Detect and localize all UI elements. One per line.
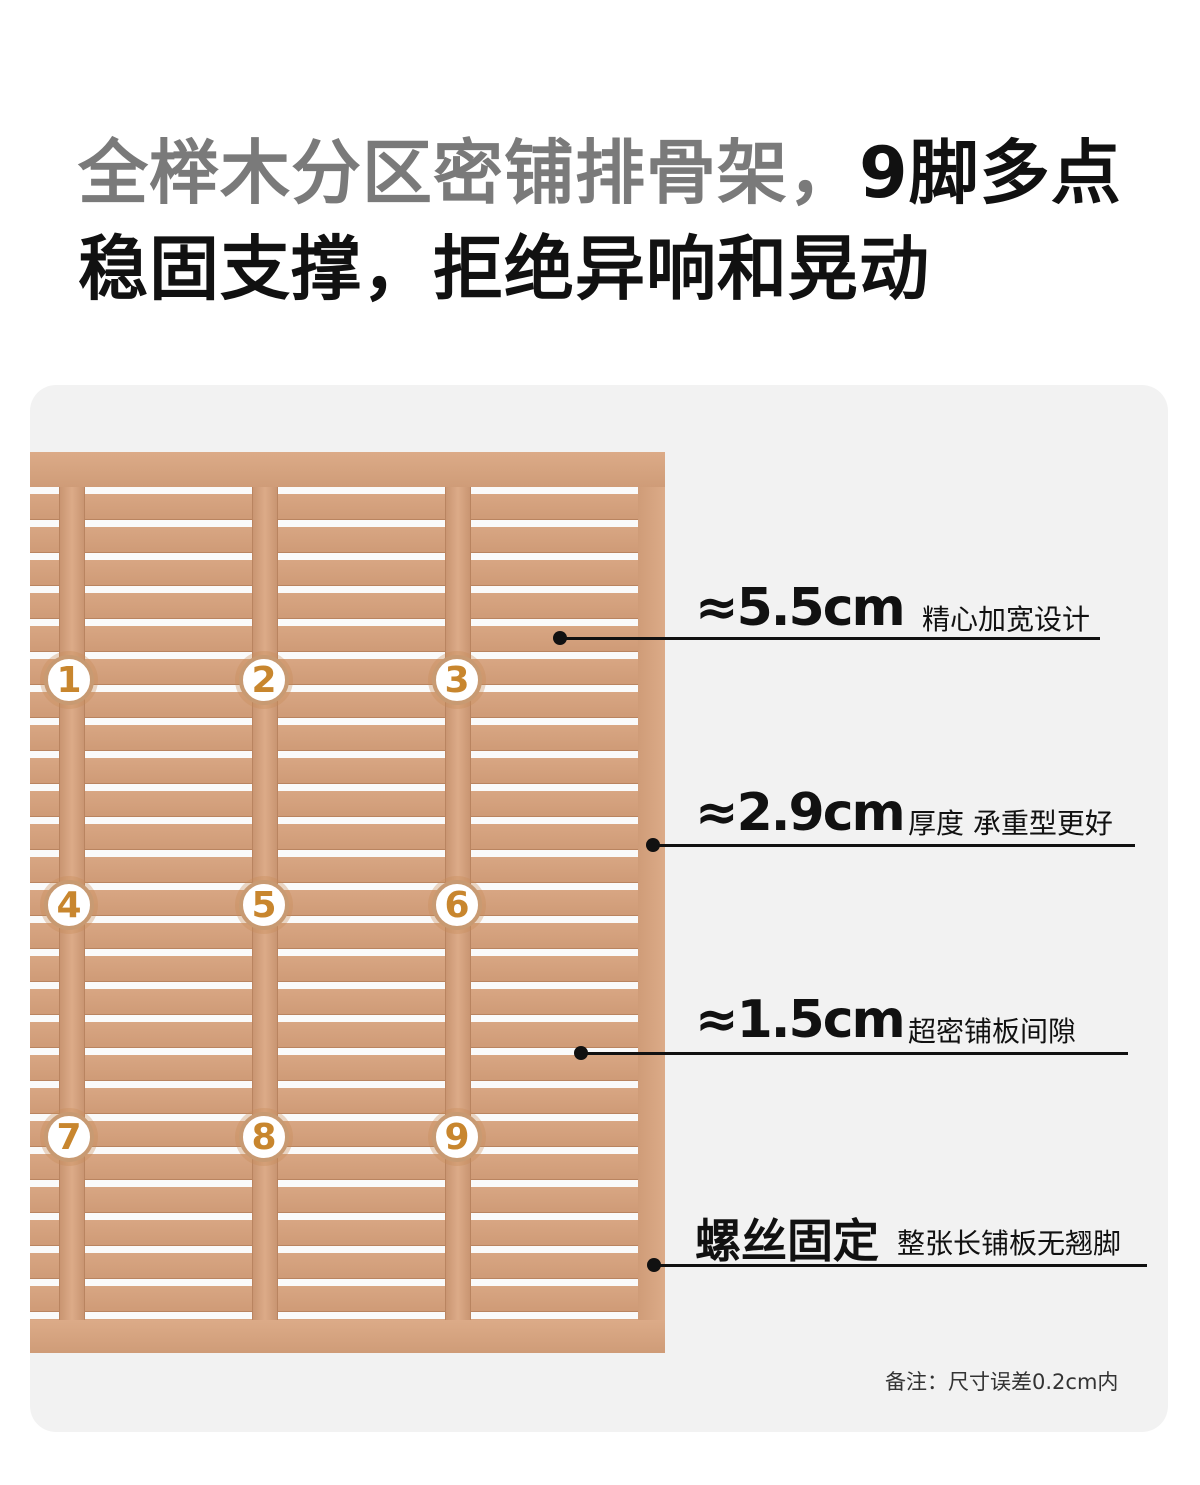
slat [30, 890, 638, 916]
callout-thickness-value: ≈2.9cm [695, 783, 906, 843]
slat [30, 1253, 638, 1279]
slat-gap [30, 751, 638, 758]
slat [30, 527, 638, 553]
callout-line [654, 1264, 1147, 1267]
slat-gap [30, 1246, 638, 1253]
slat [30, 659, 638, 685]
slat-gap [30, 1147, 638, 1154]
slat [30, 824, 638, 850]
slat [30, 494, 638, 520]
callout-gap-desc: 超密铺板间隙 [908, 1015, 1077, 1048]
slat [30, 791, 638, 817]
support-point-7: 7 [44, 1112, 94, 1162]
slat-gap [30, 1114, 638, 1121]
slat [30, 1220, 638, 1246]
callout-line [653, 844, 1135, 847]
slat [30, 1154, 638, 1180]
support-point-4: 4 [44, 880, 94, 930]
slat-gap [30, 1180, 638, 1187]
slat [30, 956, 638, 982]
callout-width-desc: 精心加宽设计 [922, 603, 1091, 636]
slat [30, 1187, 638, 1213]
slat [30, 1088, 638, 1114]
bottom-rail [30, 1320, 665, 1353]
slat [30, 692, 638, 718]
tolerance-note: 备注：尺寸误差0.2cm内 [885, 1370, 1119, 1394]
slat-gap [30, 850, 638, 857]
callout-screw-desc: 整张长铺板无翘脚 [897, 1227, 1122, 1260]
slat-gap [30, 883, 638, 890]
slat-gap [30, 916, 638, 923]
slat-gap [30, 1081, 638, 1088]
support-point-8: 8 [239, 1112, 289, 1162]
slat-gap [30, 1213, 638, 1220]
slat-gap [30, 520, 638, 527]
headline-line-2: 稳固支撑，拒绝异响和晃动 [78, 228, 930, 310]
slat-gap [30, 784, 638, 791]
slat-gap [30, 718, 638, 725]
slat [30, 758, 638, 784]
callout-line [581, 1052, 1128, 1055]
slat-gap [30, 1312, 638, 1319]
slat [30, 593, 638, 619]
slat-gap [30, 1048, 638, 1055]
slat-gap [30, 1279, 638, 1286]
slat [30, 725, 638, 751]
slat-gap [30, 487, 638, 494]
support-point-1: 1 [44, 655, 94, 705]
support-point-3: 3 [432, 655, 482, 705]
slat [30, 560, 638, 586]
slat-gap [30, 1015, 638, 1022]
slat-gap [30, 817, 638, 824]
slat [30, 1286, 638, 1312]
slat [30, 989, 638, 1015]
headline-line-1: 全榉木分区密铺排骨架，9脚多点 [78, 138, 1122, 208]
right-stile [638, 487, 665, 1320]
slat-gap [30, 619, 638, 626]
slat-gap [30, 586, 638, 593]
top-rail [30, 452, 665, 487]
headline-gray: 全榉木分区密铺排骨架， [78, 132, 859, 214]
support-point-5: 5 [239, 880, 289, 930]
callout-thickness-desc: 厚度 承重型更好 [908, 807, 1113, 840]
slat [30, 857, 638, 883]
support-point-6: 6 [432, 880, 482, 930]
slat [30, 1121, 638, 1147]
slat-gap [30, 652, 638, 659]
support-point-2: 2 [239, 655, 289, 705]
callout-gap-value: ≈1.5cm [695, 990, 906, 1050]
slat [30, 626, 638, 652]
callout-line [560, 637, 1100, 640]
slat [30, 923, 638, 949]
slat [30, 1055, 638, 1081]
support-point-9: 9 [432, 1112, 482, 1162]
callout-width-value: ≈5.5cm [695, 578, 906, 638]
slat-gap [30, 685, 638, 692]
slat-gap [30, 553, 638, 560]
slat [30, 1022, 638, 1048]
headline-black: 9脚多点 [859, 132, 1122, 214]
bed-slat-frame [30, 452, 665, 1353]
callout-screw-value: 螺丝固定 [695, 1214, 879, 1268]
slat-gap [30, 949, 638, 956]
slat-gap [30, 982, 638, 989]
